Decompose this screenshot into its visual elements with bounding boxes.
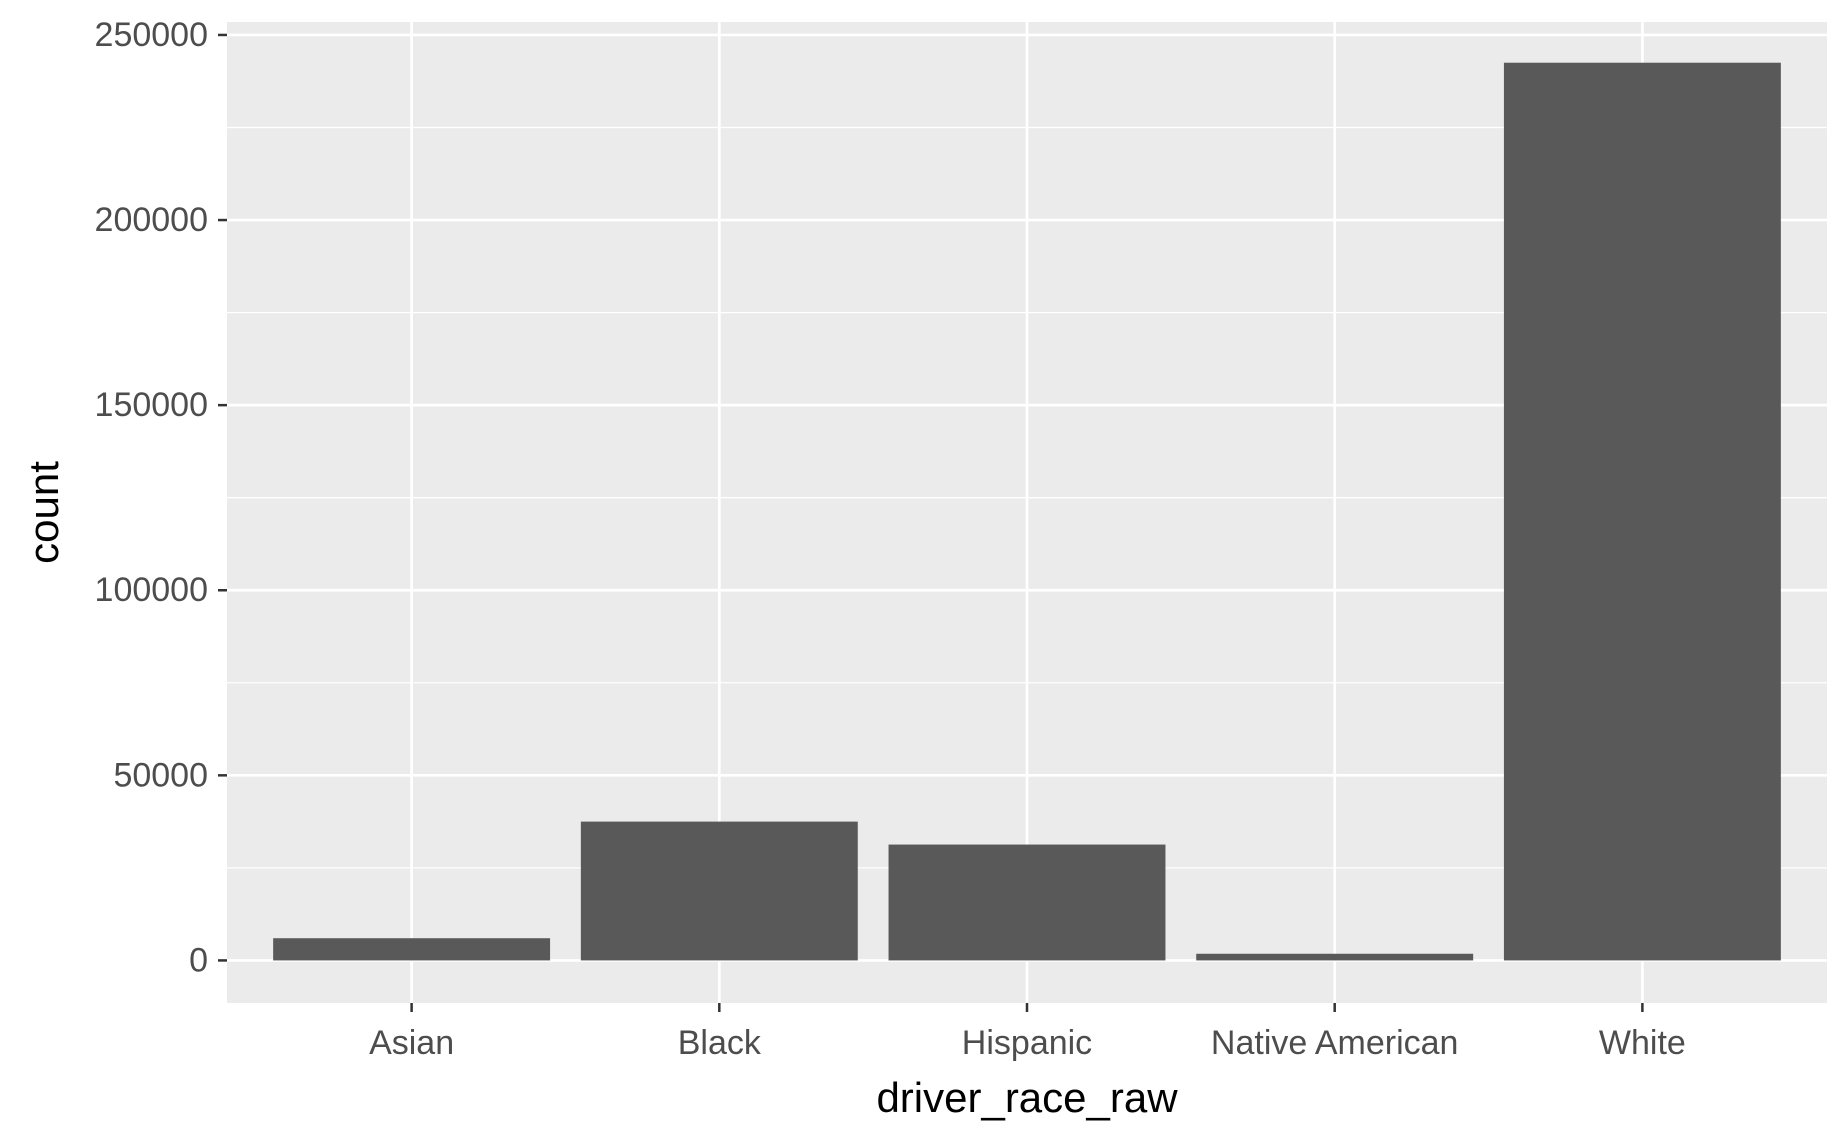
x-tick-label: Native American	[1211, 1024, 1459, 1062]
y-tick-label: 200000	[95, 201, 208, 239]
x-tick-label: White	[1599, 1024, 1686, 1062]
x-axis: Asian Black Hispanic Native American White	[369, 1003, 1686, 1062]
y-tick-label: 150000	[95, 386, 208, 424]
x-tick-label: Black	[678, 1024, 762, 1062]
bar-white	[1503, 62, 1781, 961]
bar-asian	[273, 938, 551, 961]
y-tick-label: 0	[189, 941, 208, 979]
y-tick-label: 250000	[95, 16, 208, 54]
bars	[273, 62, 1781, 961]
bar-hispanic	[888, 844, 1166, 961]
y-axis: 0 50000 100000 150000 200000 250000	[95, 16, 227, 979]
y-tick-label: 100000	[95, 571, 208, 609]
x-tick-label: Hispanic	[962, 1024, 1092, 1062]
bar-native-american	[1196, 953, 1474, 961]
y-tick-label: 50000	[113, 756, 208, 794]
y-axis-title: count	[20, 461, 67, 564]
x-axis-title: driver_race_raw	[876, 1074, 1178, 1121]
x-tick-label: Asian	[369, 1024, 454, 1062]
bar-black	[580, 821, 858, 961]
